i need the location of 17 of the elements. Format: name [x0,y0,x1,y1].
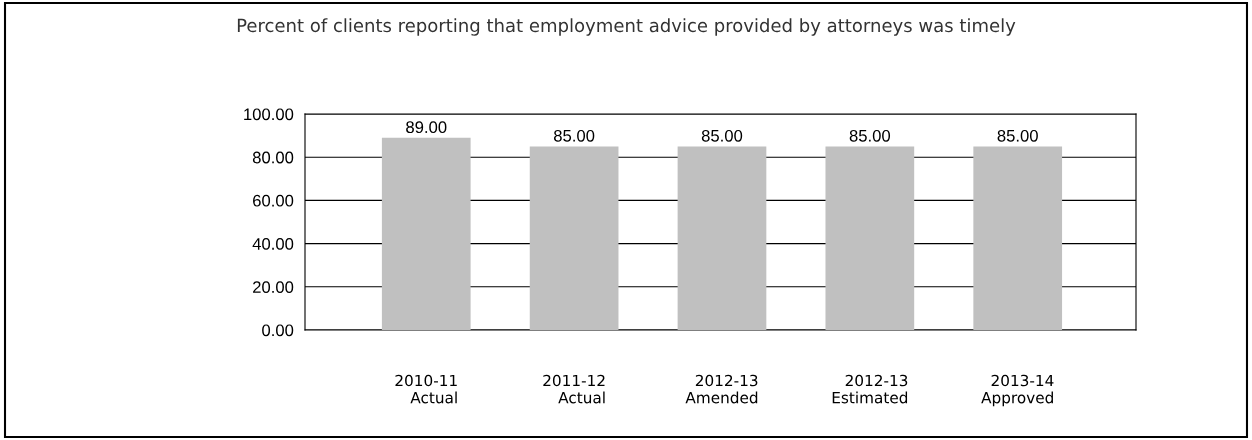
y-tick-label: 40.00 [252,238,294,250]
y-tick-label: 100.00 [244,108,294,121]
y-tick-label: 20.00 [253,281,294,293]
x-tick-label: 2011-12 Actual [543,374,605,404]
data-label: 89.00 [406,121,447,134]
x-tick-label: 2012-13 Amended [685,374,758,404]
data-label: 85.00 [997,129,1038,142]
data-label: 85.00 [553,129,595,142]
x-tick-label: 2013-14 Approved [981,374,1054,407]
chart-title: Percent of clients reporting that employment advice provided by attorneys was timely [237,18,1016,36]
y-tick-label: 80.00 [252,151,294,164]
x-tick-label: 2012-13 Estimated [832,374,908,404]
y-tick-label: 60.00 [253,194,294,207]
y-tick-label: 0.00 [262,324,294,337]
x-tick-label: 2010-11 Actual [395,374,457,404]
data-label: 85.00 [701,129,743,142]
data-label: 85.00 [849,129,891,142]
